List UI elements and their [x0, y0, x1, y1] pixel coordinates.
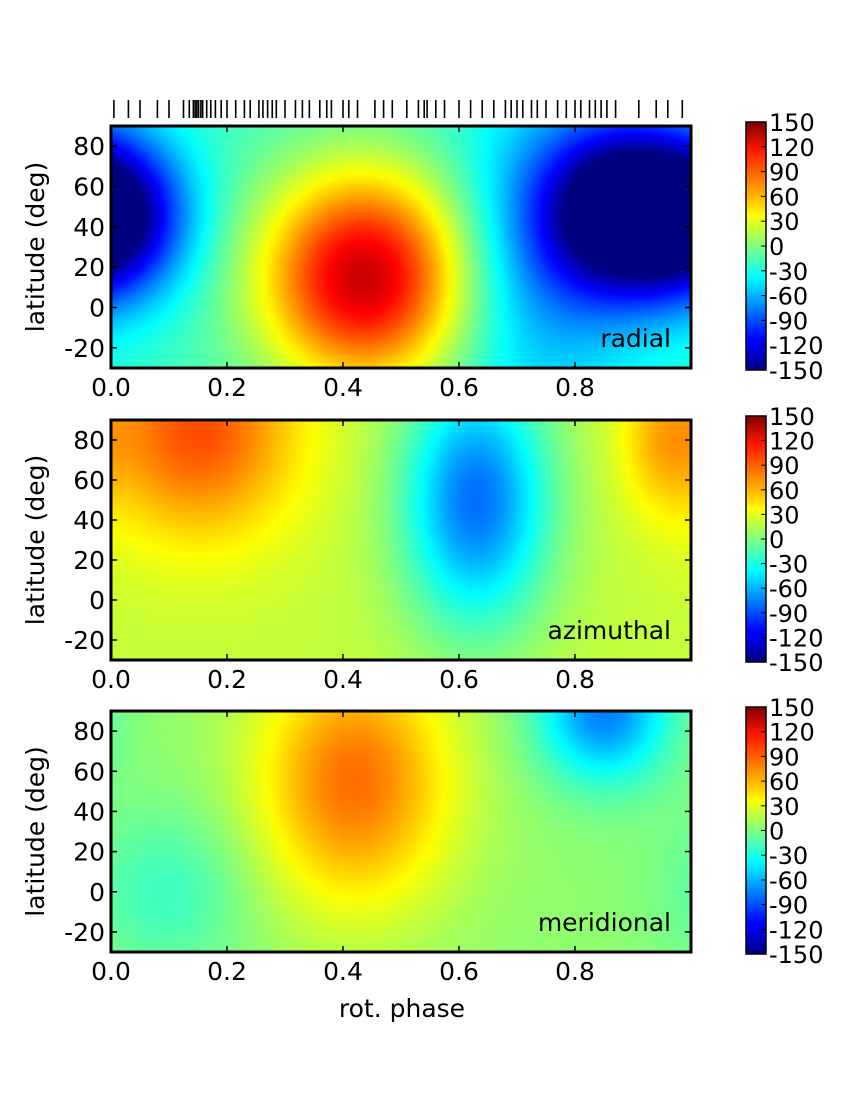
- plot-frame: [109, 418, 693, 662]
- y-tick-label: 20: [73, 253, 105, 282]
- colorbar-tick-label: 90: [769, 159, 800, 187]
- heatmap-meridional: [111, 711, 691, 952]
- y-tick-label: 40: [73, 797, 105, 826]
- colorbar-tick-label: -90: [769, 307, 808, 335]
- y-tick-label: 0: [89, 878, 105, 907]
- x-tick-label: 0.4: [323, 373, 363, 402]
- x-tick-label: 0.2: [207, 957, 247, 986]
- colorbar-tick-label: 30: [769, 208, 800, 236]
- x-tick-label: 0.8: [555, 957, 595, 986]
- panel-label: meridional: [538, 908, 671, 937]
- y-tick-label: 60: [73, 173, 105, 202]
- y-axis-title: latitude (deg): [21, 455, 50, 625]
- colorbar-tick-label: -120: [769, 332, 823, 360]
- colorbar-tick-label: 60: [769, 768, 800, 796]
- colorbar-tick-label: -30: [769, 258, 808, 286]
- plot-frame: [109, 124, 693, 370]
- y-tick-label: 40: [73, 213, 105, 242]
- x-tick-label: 0.6: [439, 665, 479, 694]
- colorbar-tick-label: 90: [769, 743, 800, 771]
- panel-label: azimuthal: [548, 616, 672, 645]
- y-axis-title: latitude (deg): [21, 162, 50, 332]
- colorbar-tick-label: -30: [769, 551, 808, 579]
- colorbar-tick-label: -30: [769, 842, 808, 870]
- x-tick-label: 0.6: [439, 373, 479, 402]
- colorbar-tick-label: 0: [769, 818, 784, 846]
- y-tick-label: 80: [73, 132, 105, 161]
- x-tick-label: 0.8: [555, 373, 595, 402]
- x-tick-label: 0.0: [91, 957, 131, 986]
- observation-ticks: [113, 100, 684, 118]
- y-axis-title: latitude (deg): [21, 746, 50, 916]
- colorbar-tick-label: -90: [769, 892, 808, 920]
- x-tick-label: 0.4: [323, 957, 363, 986]
- colorbar-tick-label: 150: [769, 694, 815, 722]
- colorbar-tick-label: -60: [769, 867, 808, 895]
- colorbar-tick-label: -150: [769, 357, 823, 385]
- panel-label: radial: [600, 324, 671, 353]
- panel-meridional: -20 0 20 40 60 80 0.0 0.2 0.4 0.6 0.8 latitude (deg…: [21, 694, 823, 986]
- colorbar-tick-label: 120: [769, 428, 815, 456]
- x-tick-label: 0.4: [323, 665, 363, 694]
- y-tick-label: 20: [73, 838, 105, 867]
- x-tick-label: 0.0: [91, 373, 131, 402]
- y-tick-label: 0: [89, 294, 105, 323]
- x-tick-label: 0.0: [91, 665, 131, 694]
- heatmap-azimuthal: [111, 420, 691, 660]
- colorbar-tick-label: -150: [769, 649, 823, 677]
- y-tick-label: -20: [64, 626, 105, 655]
- heatmap-radial: [111, 126, 691, 368]
- y-tick-label: 80: [73, 717, 105, 746]
- x-tick-label: 0.8: [555, 665, 595, 694]
- colorbar-tick-label: -120: [769, 916, 823, 944]
- panel-radial: -20 0 20 40 60 80 0.0 0.2 0.4 0.6 0.8 latitude (deg…: [21, 100, 823, 402]
- y-tick-label: 40: [73, 506, 105, 535]
- colorbar-tick-label: 120: [769, 719, 815, 747]
- colorbar-tick-label: 120: [769, 134, 815, 162]
- colorbar-tick-label: 30: [769, 793, 800, 821]
- y-tick-label: 80: [73, 426, 105, 455]
- y-tick-label: 60: [73, 757, 105, 786]
- x-axis-title: rot. phase: [339, 994, 465, 1023]
- y-tick-label: -20: [64, 334, 105, 363]
- colorbar-tick-label: 150: [769, 109, 815, 137]
- colorbar-tick-label: 0: [769, 526, 784, 554]
- y-tick-label: 60: [73, 466, 105, 495]
- colorbar-tick-label: 60: [769, 477, 800, 505]
- colorbar-tick-label: -120: [769, 624, 823, 652]
- x-tick-label: 0.6: [439, 957, 479, 986]
- x-tick-label: 0.2: [207, 665, 247, 694]
- panel-azimuthal: -20 0 20 40 60 80 0.0 0.2 0.4 0.6 0.8 latitude (deg…: [21, 403, 823, 694]
- colorbar-tick-label: 0: [769, 233, 784, 261]
- colorbar-tick-label: -150: [769, 941, 823, 969]
- colorbar-tick-label: -60: [769, 283, 808, 311]
- colorbar-tick-label: 90: [769, 452, 800, 480]
- y-tick-label: 20: [73, 546, 105, 575]
- x-tick-label: 0.2: [207, 373, 247, 402]
- plot-frame: [109, 709, 693, 954]
- colorbar-tick-label: -90: [769, 600, 808, 628]
- colorbar-tick-label: 150: [769, 403, 815, 431]
- y-tick-label: 0: [89, 586, 105, 615]
- colorbar-tick-label: -60: [769, 575, 808, 603]
- y-tick-label: -20: [64, 918, 105, 947]
- colorbar-tick-label: 30: [769, 501, 800, 529]
- colorbar-tick-label: 60: [769, 183, 800, 211]
